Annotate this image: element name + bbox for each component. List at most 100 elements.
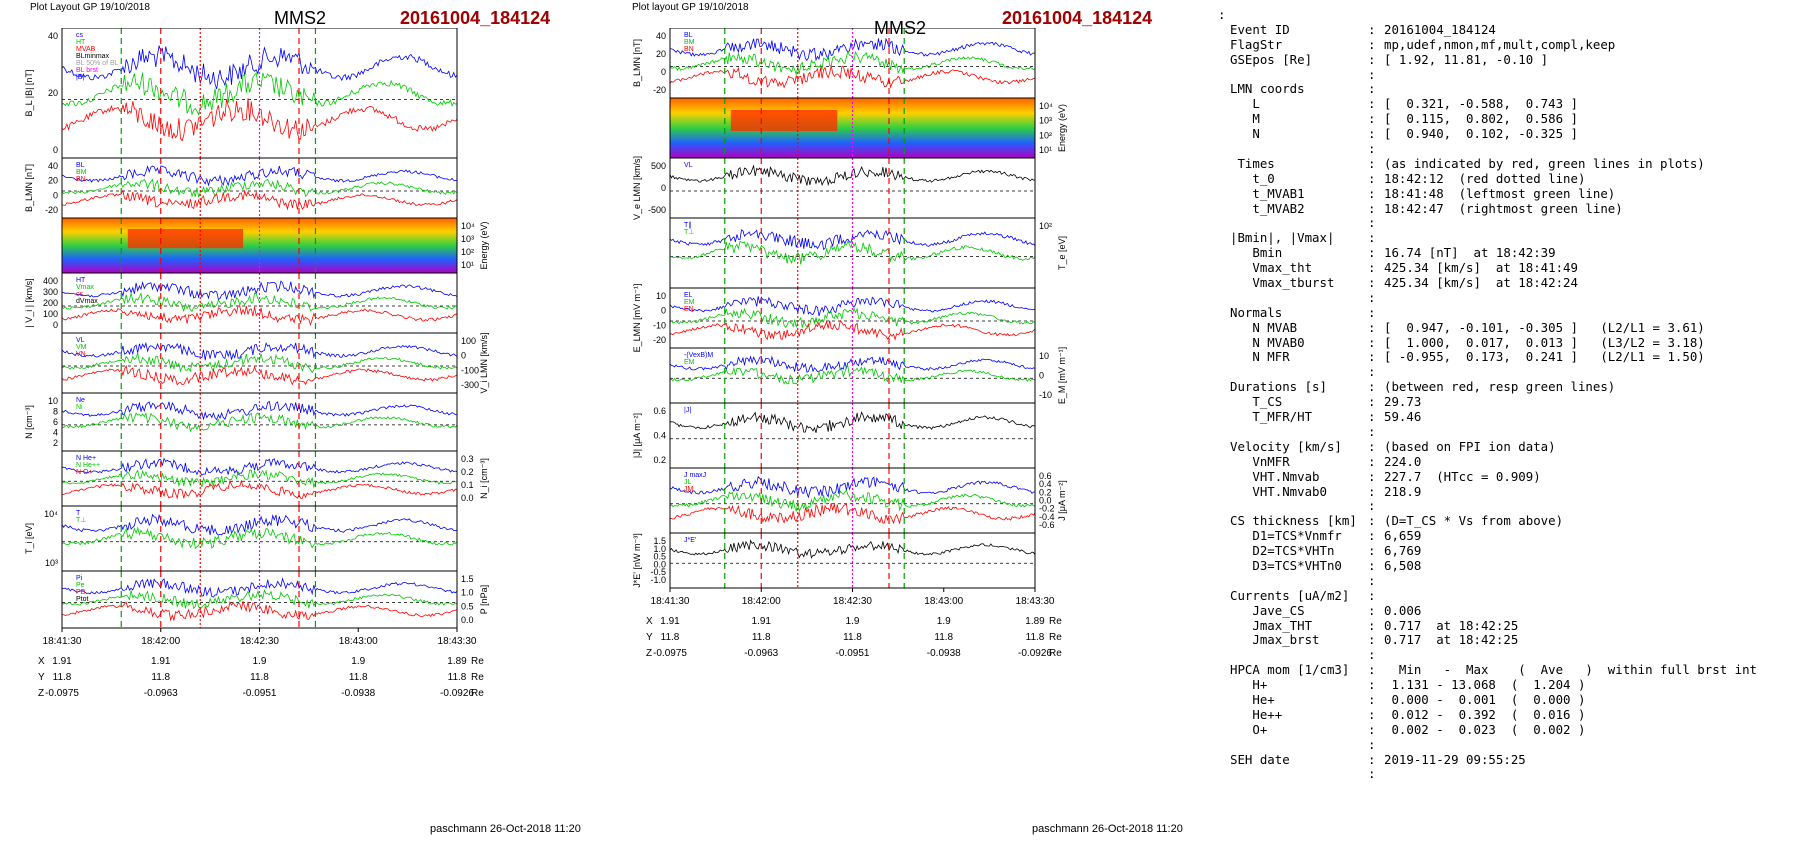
- y-tick-label: 1.5: [653, 536, 666, 546]
- info-row: D2=TCS*VHTn:6,769: [1218, 543, 1798, 559]
- legend-entry: Vmax: [76, 284, 94, 291]
- trace-t-: [669, 229, 1036, 251]
- info-value: 0.002 - 0.023 ( 0.002 ): [1384, 721, 1586, 737]
- info-value: 6,769: [1384, 543, 1422, 559]
- y-tick-label: 10³: [1039, 116, 1052, 126]
- y-tick-label: 10³: [461, 234, 474, 244]
- info-value: 2019-11-29 09:55:25: [1384, 751, 1526, 767]
- info-row: Jave_CS:0.006: [1218, 602, 1798, 619]
- position-value: -0.0938: [341, 688, 375, 699]
- y-tick-label: 0: [53, 190, 58, 200]
- info-colon: :: [1368, 289, 1376, 305]
- info-row: :: [1218, 141, 1798, 157]
- x-tick-label: 18:42:30: [240, 636, 279, 647]
- y-tick-label: 20: [48, 176, 58, 186]
- info-row: Vmax_tburst:425.34 [km/s] at 18:42:24: [1218, 275, 1798, 291]
- position-row-label: Z: [38, 688, 44, 699]
- position-value: 11.8: [53, 672, 72, 683]
- y-tick-label: 0.0: [461, 615, 474, 625]
- info-value: 227.7 (HTcc = 0.909): [1384, 468, 1541, 484]
- info-row: Jmax_brst:0.717 at 18:42:25: [1218, 633, 1798, 648]
- info-value: 59.46: [1384, 409, 1422, 425]
- legend-entry: cs: [76, 32, 84, 39]
- panel-spec: 10⁴ 10³ 10² 10¹ Energy (eV): [669, 97, 1067, 159]
- legend-entry: JL: [684, 479, 692, 486]
- y-tick-label: 0: [661, 306, 666, 316]
- position-row-label: X: [646, 616, 653, 627]
- legend-entry: Ni: [76, 404, 83, 411]
- info-row: :: [1218, 737, 1798, 753]
- trace-jm: [669, 502, 1036, 525]
- y-tick-label: -1.0: [650, 575, 666, 585]
- info-colon: :: [1368, 528, 1376, 544]
- info-value: 0.006: [1384, 602, 1422, 618]
- position-value: 11.8: [250, 672, 269, 683]
- trace-j-maxj: [669, 475, 1035, 499]
- position-value: 1.91: [151, 656, 171, 667]
- panel-spec: 10⁴ 10³ 10² 10¹ Energy (eV): [61, 217, 489, 274]
- info-row: O+: 0.002 - 0.023 ( 0.002 ): [1218, 721, 1798, 738]
- position-value: -0.0938: [927, 648, 961, 659]
- position-value: 11.8: [1026, 632, 1045, 643]
- y-tick-label: 0.2: [461, 467, 474, 477]
- info-key: Vmax_tht: [1230, 260, 1313, 276]
- info-colon: :: [1368, 260, 1376, 276]
- panel-je: 1.51.00.50.0-0.5-1.0 J*E' [nW m⁻³] J*E': [632, 532, 1036, 589]
- info-colon: :: [1368, 185, 1376, 201]
- trace-vm: [61, 351, 458, 374]
- legend-entry: EL: [684, 292, 693, 299]
- info-colon: :: [1368, 632, 1376, 648]
- info-colon: :: [1368, 647, 1376, 663]
- info-value: 18:42:12 (red dotted line): [1384, 170, 1586, 186]
- y-tick-label: 10⁴: [1039, 101, 1053, 111]
- legend-entry: BN: [684, 46, 694, 53]
- y-tick-label: -0.5: [650, 567, 666, 577]
- y-axis-label: T_i [eV]: [24, 523, 34, 554]
- legend-entry: N O+: [76, 469, 93, 476]
- info-key: Times: [1230, 155, 1275, 171]
- info-value: 0.717 at 18:42:25: [1384, 632, 1519, 648]
- y-axis-label: Energy (eV): [1057, 104, 1067, 152]
- info-value: 224.0: [1384, 453, 1422, 469]
- legend-entry: BLminmax: [76, 53, 110, 60]
- info-value: 0.000 - 0.001 ( 0.000 ): [1384, 691, 1586, 707]
- y-axis-label: Energy (eV): [479, 221, 489, 269]
- y-tick-label: 300: [43, 287, 58, 297]
- info-colon: :: [1368, 423, 1376, 439]
- info-value: mp,udef,nmon,mf,mult,compl,keep: [1384, 36, 1616, 52]
- y-tick-label: 0: [1039, 371, 1044, 381]
- info-row: :: [1218, 767, 1798, 782]
- y-tick-label: 0.6: [1039, 471, 1052, 481]
- info-colon: :: [1368, 721, 1376, 737]
- info-value: 20161004_184124: [1384, 21, 1496, 37]
- y-tick-label: 0.4: [1039, 479, 1052, 489]
- left-figure-header: Plot Layout GP 19/10/2018: [30, 2, 150, 13]
- position-row-label: Y: [646, 632, 653, 643]
- info-key: O+: [1230, 721, 1268, 737]
- y-tick-label: 10⁴: [461, 221, 475, 231]
- info-key: L: [1230, 96, 1260, 112]
- info-row: T_CS:29.73: [1218, 394, 1798, 410]
- trace-jl: [669, 489, 1036, 513]
- info-row: Times: (as indicated by red, green lines …: [1218, 155, 1798, 172]
- info-colon: :: [1368, 662, 1376, 678]
- position-unit: Re: [1049, 616, 1062, 627]
- info-key: N MFR: [1230, 349, 1290, 365]
- info-row: VHT.Nmvab0:218.9: [1218, 484, 1798, 500]
- legend-entry: BN: [76, 176, 86, 183]
- position-unit: Re: [471, 688, 484, 699]
- info-key: Velocity [km/s]: [1230, 438, 1342, 454]
- y-axis-label: B_LMN [nT]: [24, 164, 34, 212]
- info-value: [ 1.000, 0.017, 0.013 ] (L3/L2 = 3.18): [1384, 334, 1705, 350]
- info-row: D1=TCS*Vnmfr:6,659: [1218, 528, 1798, 544]
- info-colon: :: [1368, 602, 1376, 618]
- info-colon: :: [1368, 245, 1376, 261]
- info-key: Event ID: [1230, 21, 1290, 37]
- info-key: D3=TCS*VHTn0: [1230, 557, 1342, 573]
- info-row: Event ID:20161004_184124: [1218, 21, 1798, 38]
- y-tick-label: 100: [43, 309, 58, 319]
- info-value: 425.34 [km/s] at 18:41:49: [1384, 260, 1578, 276]
